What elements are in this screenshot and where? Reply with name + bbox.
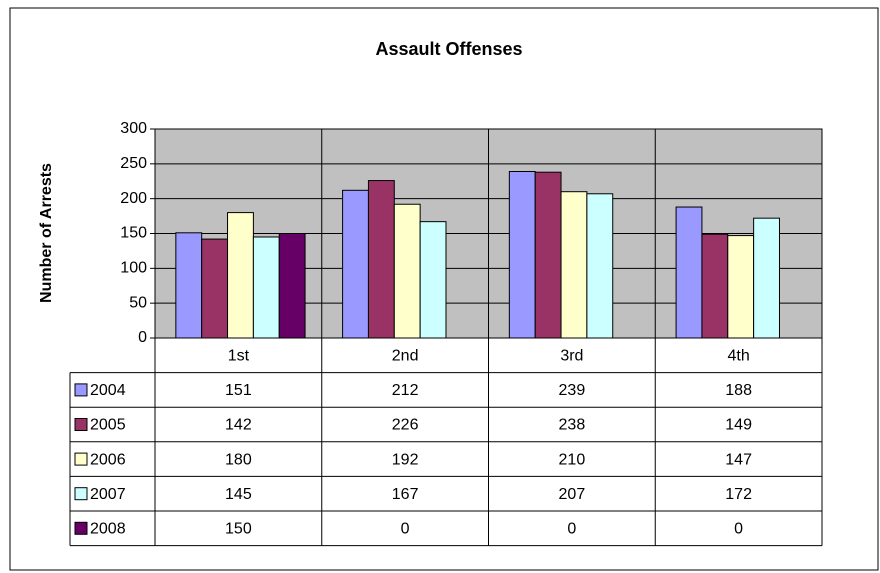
y-tick-label: 300 [120, 120, 147, 137]
bar [675, 206, 703, 339]
table-value: 147 [725, 451, 752, 468]
bar [201, 238, 229, 339]
x-tick-label: 3rd [560, 348, 583, 365]
table-value: 0 [401, 521, 410, 538]
legend-key [74, 521, 88, 535]
table-value: 192 [392, 451, 419, 468]
y-tick-label: 50 [129, 294, 147, 311]
legend-key [74, 418, 88, 431]
bar [560, 191, 588, 339]
bar [727, 235, 755, 339]
bar [534, 171, 562, 339]
legend-label: 2007 [90, 486, 126, 503]
x-tick-label: 1st [228, 348, 250, 365]
bar [175, 232, 203, 339]
legend-label: 2004 [90, 382, 126, 399]
table-value: 210 [559, 451, 586, 468]
x-tick-label: 4th [728, 348, 750, 365]
y-tick-label: 0 [138, 329, 147, 346]
y-tick-label: 100 [120, 260, 147, 277]
bar [342, 189, 369, 339]
table-value: 188 [725, 382, 752, 399]
legend-label: 2005 [90, 417, 126, 434]
table-value: 145 [225, 486, 252, 503]
bar [586, 193, 614, 339]
table-value: 180 [225, 451, 252, 468]
legend-key [74, 452, 88, 466]
table-value: 150 [225, 521, 252, 538]
table-value: 212 [392, 382, 419, 399]
chart-title: Assault Offenses [375, 39, 522, 59]
table-value: 207 [559, 486, 586, 503]
table-value: 238 [559, 417, 586, 434]
y-axis-title: Number of Arrests [38, 163, 55, 303]
bar [508, 170, 536, 339]
bar [278, 233, 306, 339]
bar [753, 217, 780, 339]
y-tick-label: 150 [120, 225, 147, 242]
table-value: 172 [725, 486, 752, 503]
legend-key [74, 383, 88, 397]
table-value: 149 [725, 417, 752, 434]
table-value: 0 [734, 521, 743, 538]
bar [252, 236, 280, 339]
bar [367, 180, 395, 339]
bar [227, 212, 254, 339]
table-value: 0 [567, 521, 576, 538]
legend-label: 2006 [90, 451, 126, 468]
bar [393, 203, 421, 339]
y-tick-label: 250 [120, 155, 147, 172]
table-value: 226 [392, 417, 419, 434]
table-value: 151 [225, 382, 252, 399]
table-value: 167 [392, 486, 419, 503]
x-tick-label: 2nd [392, 348, 419, 365]
y-tick-label: 200 [120, 190, 147, 207]
legend-key [74, 487, 88, 501]
bar [419, 221, 447, 339]
table-value: 142 [225, 417, 252, 434]
legend-label: 2008 [90, 521, 126, 538]
table-value: 239 [559, 382, 586, 399]
bar [701, 233, 729, 339]
